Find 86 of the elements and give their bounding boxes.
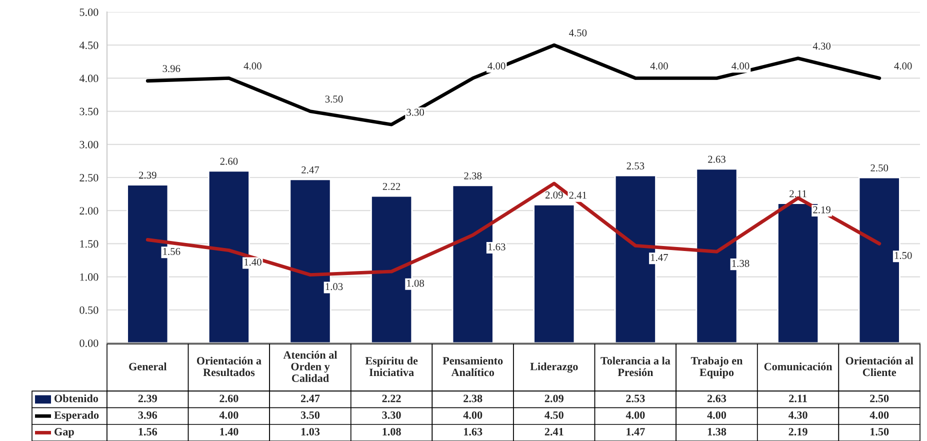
data-label: 2.38 bbox=[464, 394, 482, 402]
x-tick-label: Espíritu de Iniciativa bbox=[365, 356, 418, 376]
data-label: 3.30 bbox=[382, 411, 401, 419]
data-label: 2.39 bbox=[138, 394, 157, 402]
text: 2.39 bbox=[138, 172, 156, 179]
data-label: 1.50 bbox=[870, 428, 889, 436]
data-label: 2.41 bbox=[544, 428, 564, 436]
legend-label: Esperado bbox=[54, 411, 99, 422]
text: 4.30 bbox=[812, 42, 831, 50]
text: 1.03 bbox=[326, 283, 343, 290]
x-tick-label: Orientación a Resultados bbox=[196, 356, 262, 376]
text: 4.00 bbox=[650, 62, 668, 70]
text: 1.47 bbox=[651, 254, 668, 262]
text: 1.50 bbox=[894, 252, 912, 260]
text: 1.56 bbox=[163, 248, 180, 256]
y-tick-label: 3.00 bbox=[80, 140, 98, 148]
text: 2.19 bbox=[813, 206, 830, 214]
line-series bbox=[146, 43, 882, 126]
text: 4.00 bbox=[488, 62, 506, 70]
data-label: 2.47 bbox=[300, 394, 320, 402]
x-tick-label: Liderazgo bbox=[530, 362, 578, 373]
y-tick-label: 0.00 bbox=[80, 339, 98, 348]
text: 1.38 bbox=[732, 260, 750, 267]
data-label: 2.11 bbox=[789, 394, 807, 402]
text: 1.40 bbox=[244, 258, 262, 266]
data-label: 3.50 bbox=[300, 411, 320, 419]
text: 4.00 bbox=[894, 62, 912, 70]
data-label: 2.22 bbox=[382, 394, 401, 402]
text: 2.11 bbox=[790, 190, 806, 198]
text: 2.47 bbox=[302, 166, 320, 174]
data-label: 2.53 bbox=[626, 394, 645, 402]
line-series bbox=[146, 182, 882, 277]
legend-label: Gap bbox=[54, 428, 74, 438]
data-label: 1.03 bbox=[301, 428, 320, 436]
text: 1.08 bbox=[407, 280, 424, 287]
data-label: 4.30 bbox=[788, 411, 808, 419]
y-tick-label: 5.00 bbox=[80, 8, 98, 16]
y-tick-label: 4.00 bbox=[79, 74, 98, 82]
data-label: 4.00 bbox=[870, 411, 889, 419]
text: 2.41 bbox=[569, 192, 586, 199]
text: 2.60 bbox=[220, 158, 238, 165]
data-label: 2.50 bbox=[870, 394, 889, 402]
data-label: 1.38 bbox=[708, 428, 726, 436]
data-label: 2.60 bbox=[220, 394, 238, 402]
data-label: 4.00 bbox=[707, 411, 726, 419]
y-tick-label: 0.50 bbox=[80, 306, 98, 314]
x-tick-label: Pensamiento Analítico bbox=[442, 356, 503, 376]
data-label: 1.40 bbox=[220, 428, 238, 436]
text: 3.96 bbox=[162, 65, 180, 72]
data-label: 2.09 bbox=[544, 394, 564, 402]
y-tick-label: 4.50 bbox=[79, 42, 98, 50]
y-tick-label: 1.50 bbox=[80, 240, 98, 248]
x-tick-label: Orientación al Cliente bbox=[846, 356, 914, 376]
data-label: 3.96 bbox=[138, 411, 158, 419]
y-tick-label: 2.00 bbox=[80, 207, 98, 215]
x-tick-label: Comunicación bbox=[764, 362, 832, 370]
data-label: 1.63 bbox=[464, 428, 482, 436]
data-label: 4.50 bbox=[544, 411, 564, 419]
text: 2.38 bbox=[464, 172, 482, 180]
text: 3.30 bbox=[406, 108, 424, 116]
x-tick-label: Trabajo en Equipo bbox=[690, 356, 743, 378]
y-tick-label: 3.50 bbox=[80, 108, 98, 116]
x-tick-label: Tolerancia a la Presión bbox=[600, 356, 670, 376]
text: 2.63 bbox=[708, 156, 726, 163]
text: 4.50 bbox=[568, 29, 587, 36]
text: 4.00 bbox=[244, 62, 262, 70]
text: 4.00 bbox=[732, 62, 750, 70]
data-label: 2.19 bbox=[788, 428, 808, 436]
data-label: 4.00 bbox=[463, 411, 482, 419]
data-label: 1.47 bbox=[626, 428, 645, 436]
data-label: 1.56 bbox=[138, 428, 158, 436]
text: 2.09 bbox=[545, 192, 563, 199]
x-tick-label: Atención al Orden y Calidad bbox=[283, 350, 338, 382]
data-label: 4.00 bbox=[219, 411, 238, 419]
text: 1.63 bbox=[488, 243, 506, 250]
text: 2.22 bbox=[382, 182, 400, 190]
data-label: 4.00 bbox=[626, 411, 645, 419]
text: 3.50 bbox=[325, 96, 343, 103]
text: 2.50 bbox=[870, 164, 888, 172]
data-label: 1.08 bbox=[382, 428, 401, 436]
y-tick-label: 2.50 bbox=[80, 174, 98, 182]
text: 2.53 bbox=[626, 162, 644, 170]
legend-label: Obtenido bbox=[54, 394, 98, 402]
x-tick-label: General bbox=[129, 362, 167, 370]
y-tick-label: 1.00 bbox=[80, 273, 98, 281]
data-label: 2.63 bbox=[707, 394, 726, 402]
